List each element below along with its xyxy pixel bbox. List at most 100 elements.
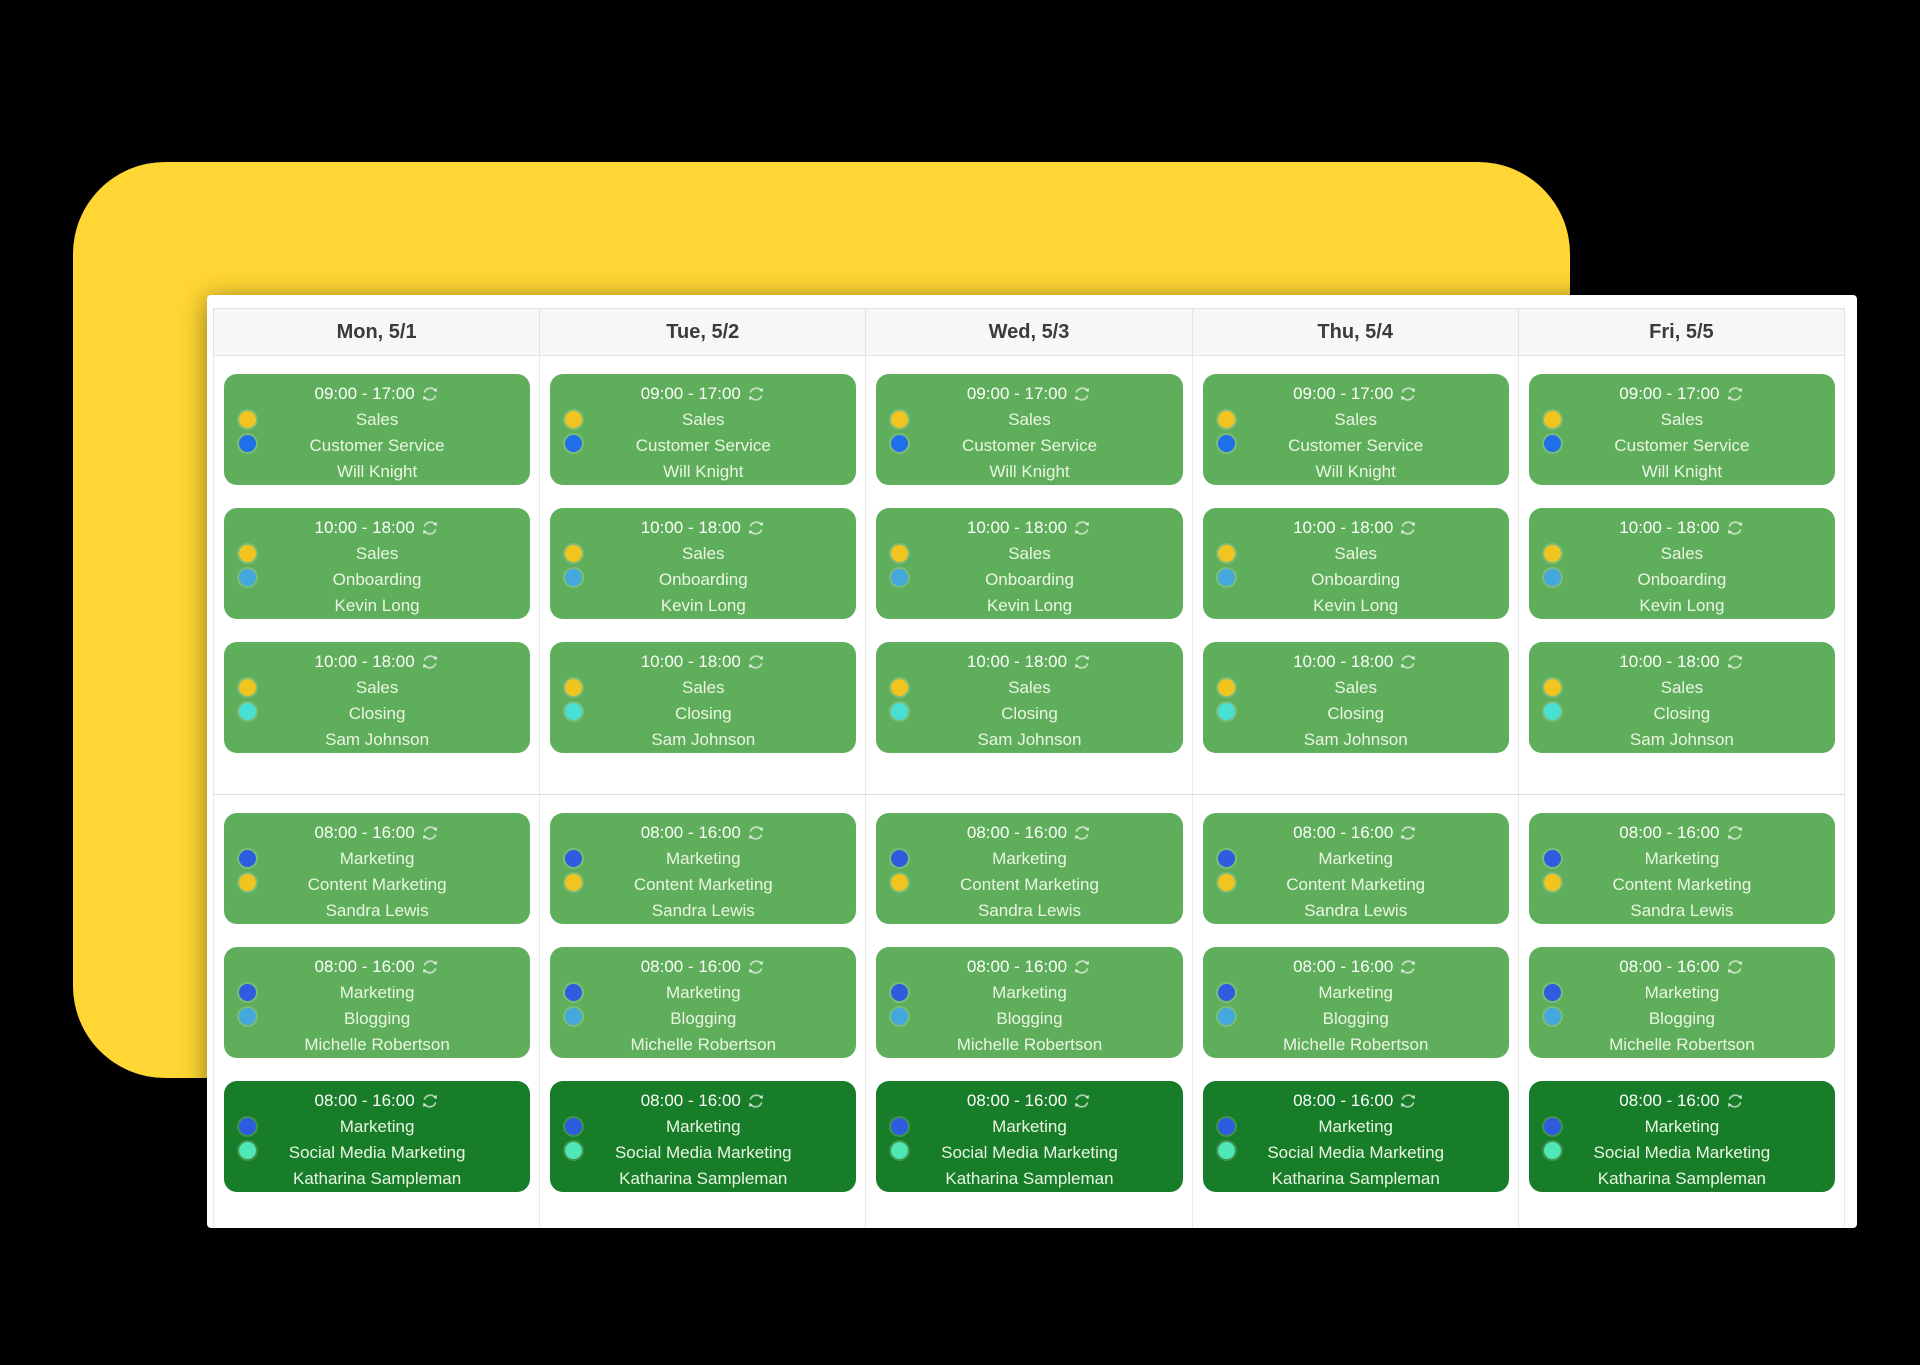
day-cell: 08:00 - 16:00 Marketing Content Marketin… <box>213 795 539 1228</box>
event-person: Katharina Sampleman <box>619 1169 788 1188</box>
event-card[interactable]: 10:00 - 18:00 Sales Closing Sam Johnson <box>224 642 531 753</box>
event-card[interactable]: 10:00 - 18:00 Sales Onboarding Kevin Lon… <box>550 508 857 619</box>
event-person: Sandra Lewis <box>651 901 755 920</box>
event-time: 09:00 - 17:00 <box>1619 384 1720 403</box>
event-card[interactable]: 09:00 - 17:00 Sales Customer Service Wil… <box>1202 374 1509 485</box>
event-card[interactable]: 09:00 - 17:00 Sales Customer Service Wil… <box>550 374 857 485</box>
event-card[interactable]: 10:00 - 18:00 Sales Closing Sam Johnson <box>1528 642 1835 753</box>
royal-blue-dot <box>891 850 909 867</box>
event-card[interactable]: 10:00 - 18:00 Sales Closing Sam Johnson <box>876 642 1183 753</box>
event-time: 08:00 - 16:00 <box>314 823 415 842</box>
event-card[interactable]: 08:00 - 16:00 Marketing Social Media Mar… <box>876 1081 1183 1192</box>
event-card[interactable]: 09:00 - 17:00 Sales Customer Service Wil… <box>876 374 1183 485</box>
event-person: Sandra Lewis <box>977 901 1081 920</box>
event-role: Customer Service <box>309 436 445 455</box>
royal-blue-dot <box>1217 984 1235 1001</box>
event-card[interactable]: 08:00 - 16:00 Marketing Blogging Michell… <box>876 947 1183 1058</box>
event-person: Michelle Robertson <box>1609 1035 1755 1054</box>
day-header: Wed, 5/3 <box>865 309 1191 355</box>
event-card[interactable]: 10:00 - 18:00 Sales Closing Sam Johnson <box>1202 642 1509 753</box>
event-person: Katharina Sampleman <box>945 1169 1114 1188</box>
yellow-dot <box>1543 874 1561 891</box>
event-card[interactable]: 08:00 - 16:00 Marketing Social Media Mar… <box>1202 1081 1509 1192</box>
event-card[interactable]: 08:00 - 16:00 Marketing Content Marketin… <box>550 813 857 924</box>
event-card[interactable]: 08:00 - 16:00 Marketing Content Marketin… <box>224 813 531 924</box>
event-card[interactable]: 09:00 - 17:00 Sales Customer Service Wil… <box>224 374 531 485</box>
event-person: Will Knight <box>663 462 744 481</box>
event-card[interactable]: 10:00 - 18:00 Sales Onboarding Kevin Lon… <box>224 508 531 619</box>
event-role: Blogging <box>1322 1009 1389 1028</box>
event-time: 09:00 - 17:00 <box>640 384 741 403</box>
yellow-dot <box>1217 411 1235 428</box>
recurring-icon <box>420 384 440 404</box>
event-card[interactable]: 08:00 - 16:00 Marketing Blogging Michell… <box>550 947 857 1058</box>
event-time: 10:00 - 18:00 <box>966 652 1068 671</box>
event-role: Onboarding <box>1637 570 1727 589</box>
event-card[interactable]: 08:00 - 16:00 Marketing Blogging Michell… <box>1202 947 1509 1058</box>
event-time: 08:00 - 16:00 <box>314 957 415 976</box>
day-cell: 09:00 - 17:00 Sales Customer Service Wil… <box>1191 356 1518 794</box>
event-card[interactable]: 08:00 - 16:00 Marketing Social Media Mar… <box>1528 1081 1835 1192</box>
recurring-icon <box>1725 518 1745 538</box>
event-role: Content Marketing <box>307 875 447 894</box>
event-card[interactable]: 10:00 - 18:00 Sales Onboarding Kevin Lon… <box>876 508 1183 619</box>
event-department: Marketing <box>665 849 741 868</box>
event-person: Kevin Long <box>660 596 746 615</box>
event-person: Michelle Robertson <box>630 1035 777 1054</box>
event-department: Sales <box>1334 544 1377 563</box>
recurring-icon <box>1398 823 1418 843</box>
event-role: Social Media Marketing <box>941 1143 1118 1162</box>
recurring-icon <box>746 518 766 538</box>
event-time: 09:00 - 17:00 <box>314 384 415 403</box>
event-card[interactable]: 09:00 - 17:00 Sales Customer Service Wil… <box>1528 374 1835 485</box>
yellow-dot <box>891 411 909 428</box>
event-card[interactable]: 08:00 - 16:00 Marketing Social Media Mar… <box>224 1081 531 1192</box>
royal-blue-dot <box>565 1118 583 1135</box>
event-person: Sam Johnson <box>1303 730 1408 749</box>
event-role: Closing <box>674 704 732 723</box>
event-card[interactable]: 10:00 - 18:00 Sales Onboarding Kevin Lon… <box>1202 508 1509 619</box>
mint-dot <box>565 1142 583 1159</box>
recurring-icon <box>1072 1091 1092 1111</box>
light-blue-dot <box>891 569 909 586</box>
event-card[interactable]: 08:00 - 16:00 Marketing Social Media Mar… <box>550 1081 857 1192</box>
event-card[interactable]: 08:00 - 16:00 Marketing Blogging Michell… <box>224 947 531 1058</box>
recurring-icon <box>746 652 766 672</box>
event-time: 08:00 - 16:00 <box>640 823 741 842</box>
recurring-icon <box>746 1091 766 1111</box>
event-role: Content Marketing <box>1612 875 1752 894</box>
yellow-dot <box>239 411 256 428</box>
blue-dot <box>891 435 909 452</box>
event-person: Katharina Sampleman <box>1597 1169 1766 1188</box>
event-role: Onboarding <box>985 570 1074 589</box>
royal-blue-dot <box>239 984 256 1001</box>
event-card[interactable]: 08:00 - 16:00 Marketing Content Marketin… <box>1202 813 1509 924</box>
event-person: Kevin Long <box>1639 596 1725 615</box>
recurring-icon <box>1072 652 1092 672</box>
yellow-dot <box>239 679 256 696</box>
light-blue-dot <box>1217 1008 1235 1025</box>
yellow-dot <box>239 545 256 562</box>
royal-blue-dot <box>565 984 583 1001</box>
event-card[interactable]: 08:00 - 16:00 Marketing Blogging Michell… <box>1528 947 1835 1058</box>
event-card[interactable]: 10:00 - 18:00 Sales Closing Sam Johnson <box>550 642 857 753</box>
recurring-icon <box>1072 384 1092 404</box>
event-time: 10:00 - 18:00 <box>640 518 741 537</box>
event-department: Sales <box>1008 410 1051 429</box>
event-card[interactable]: 08:00 - 16:00 Marketing Content Marketin… <box>876 813 1183 924</box>
yellow-dot <box>239 874 256 891</box>
event-card[interactable]: 10:00 - 18:00 Sales Onboarding Kevin Lon… <box>1528 508 1835 619</box>
recurring-icon <box>746 957 766 977</box>
event-card[interactable]: 08:00 - 16:00 Marketing Content Marketin… <box>1528 813 1835 924</box>
recurring-icon <box>1725 1091 1745 1111</box>
day-header: Thu, 5/4 <box>1191 309 1518 355</box>
event-role: Onboarding <box>658 570 748 589</box>
turquoise-dot <box>891 703 909 720</box>
light-blue-dot <box>1543 569 1561 586</box>
yellow-dot <box>1543 679 1561 696</box>
event-time: 10:00 - 18:00 <box>1619 652 1720 671</box>
event-role: Content Marketing <box>960 875 1099 894</box>
turquoise-dot <box>1217 703 1235 720</box>
event-person: Sandra Lewis <box>1304 901 1408 920</box>
event-person: Will Knight <box>1315 462 1396 481</box>
